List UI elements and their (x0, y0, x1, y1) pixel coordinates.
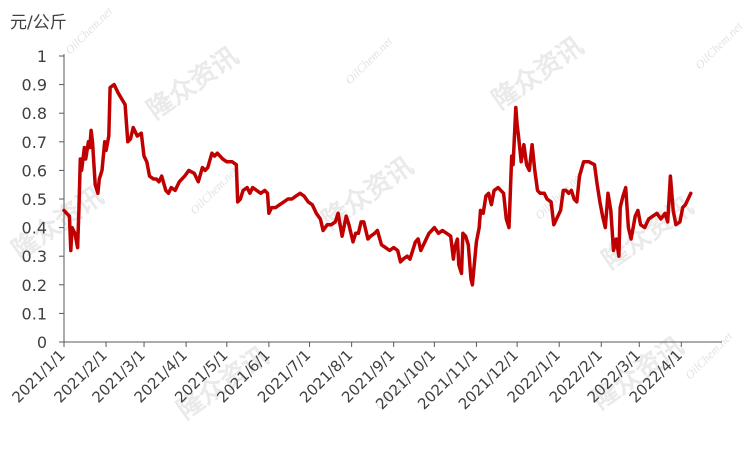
y-tick-label: 1 (37, 47, 47, 66)
y-tick-label: 0.5 (22, 190, 47, 209)
y-tick-label: 0.3 (22, 247, 47, 266)
watermark-brand: 隆众资讯 (487, 31, 589, 115)
y-tick-label: 0.4 (22, 219, 47, 238)
y-tick-label: 0.2 (22, 276, 47, 295)
x-axis-ticks: 2021/1/12021/2/12021/3/12021/4/12021/5/1… (8, 342, 686, 413)
watermark-site: OilChem.net (62, 4, 115, 57)
y-tick-label: 0.9 (22, 76, 47, 95)
y-tick-label: 0.8 (22, 104, 47, 123)
y-tick-label: 0.6 (22, 161, 47, 180)
watermark-brand: 隆众资讯 (142, 41, 244, 125)
series-layer (62, 82, 693, 287)
y-tick-label: 0.1 (22, 304, 47, 323)
y-axis-ticks: 0 0.1 0.2 0.3 0.4 0.5 0.6 0.7 0.8 0.9 1 (22, 47, 64, 352)
watermark-site: OilChem.net (692, 19, 745, 72)
axes (63, 54, 722, 343)
y-axis-label: 元/公斤 (10, 13, 67, 33)
y-tick-label: 0.7 (22, 133, 47, 152)
watermark-site: OilChem.net (342, 34, 395, 87)
watermark-site: OilChem.net (187, 164, 240, 217)
price-series-line (62, 82, 693, 287)
y-tick-label: 0 (37, 333, 47, 352)
watermark-site: OilChem.net (682, 329, 735, 382)
